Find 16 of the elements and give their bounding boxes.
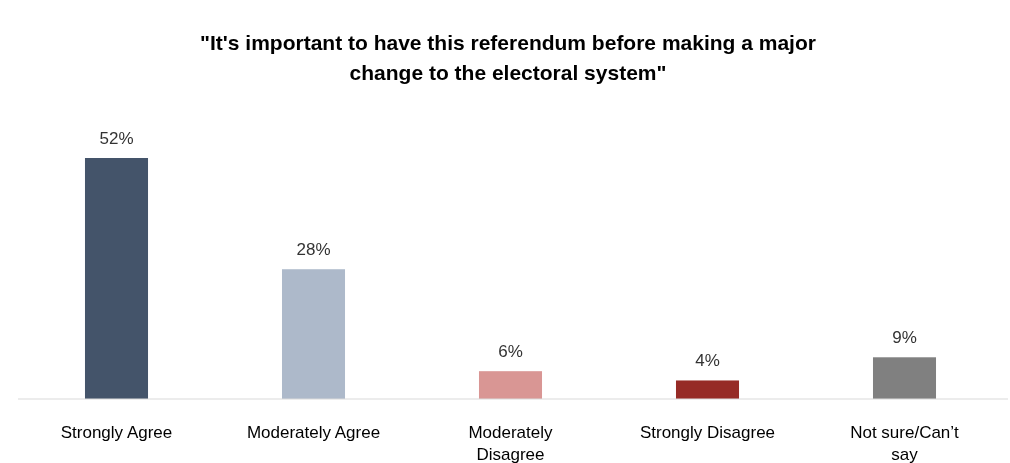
x-tick-label: Not sure/Can’t say [850, 423, 960, 463]
data-label: 4% [695, 351, 720, 371]
bar [675, 380, 740, 399]
bar [478, 371, 543, 399]
data-label: 52% [99, 129, 134, 148]
data-label: 9% [892, 328, 917, 348]
x-tick-label: Moderately Agree [246, 423, 381, 442]
bar [84, 158, 149, 399]
chart-title: "It's important to have this referendum before making a major change to the electoral system" [200, 31, 816, 84]
bar [281, 269, 346, 399]
data-label: 6% [498, 342, 523, 362]
data-label: 28% [296, 240, 331, 260]
x-tick-label: Strongly Disagree [639, 423, 776, 442]
bar [872, 357, 937, 399]
x-tick-label: Strongly Agree [60, 423, 173, 442]
x-tick-label: Moderately Disagree [468, 423, 554, 463]
